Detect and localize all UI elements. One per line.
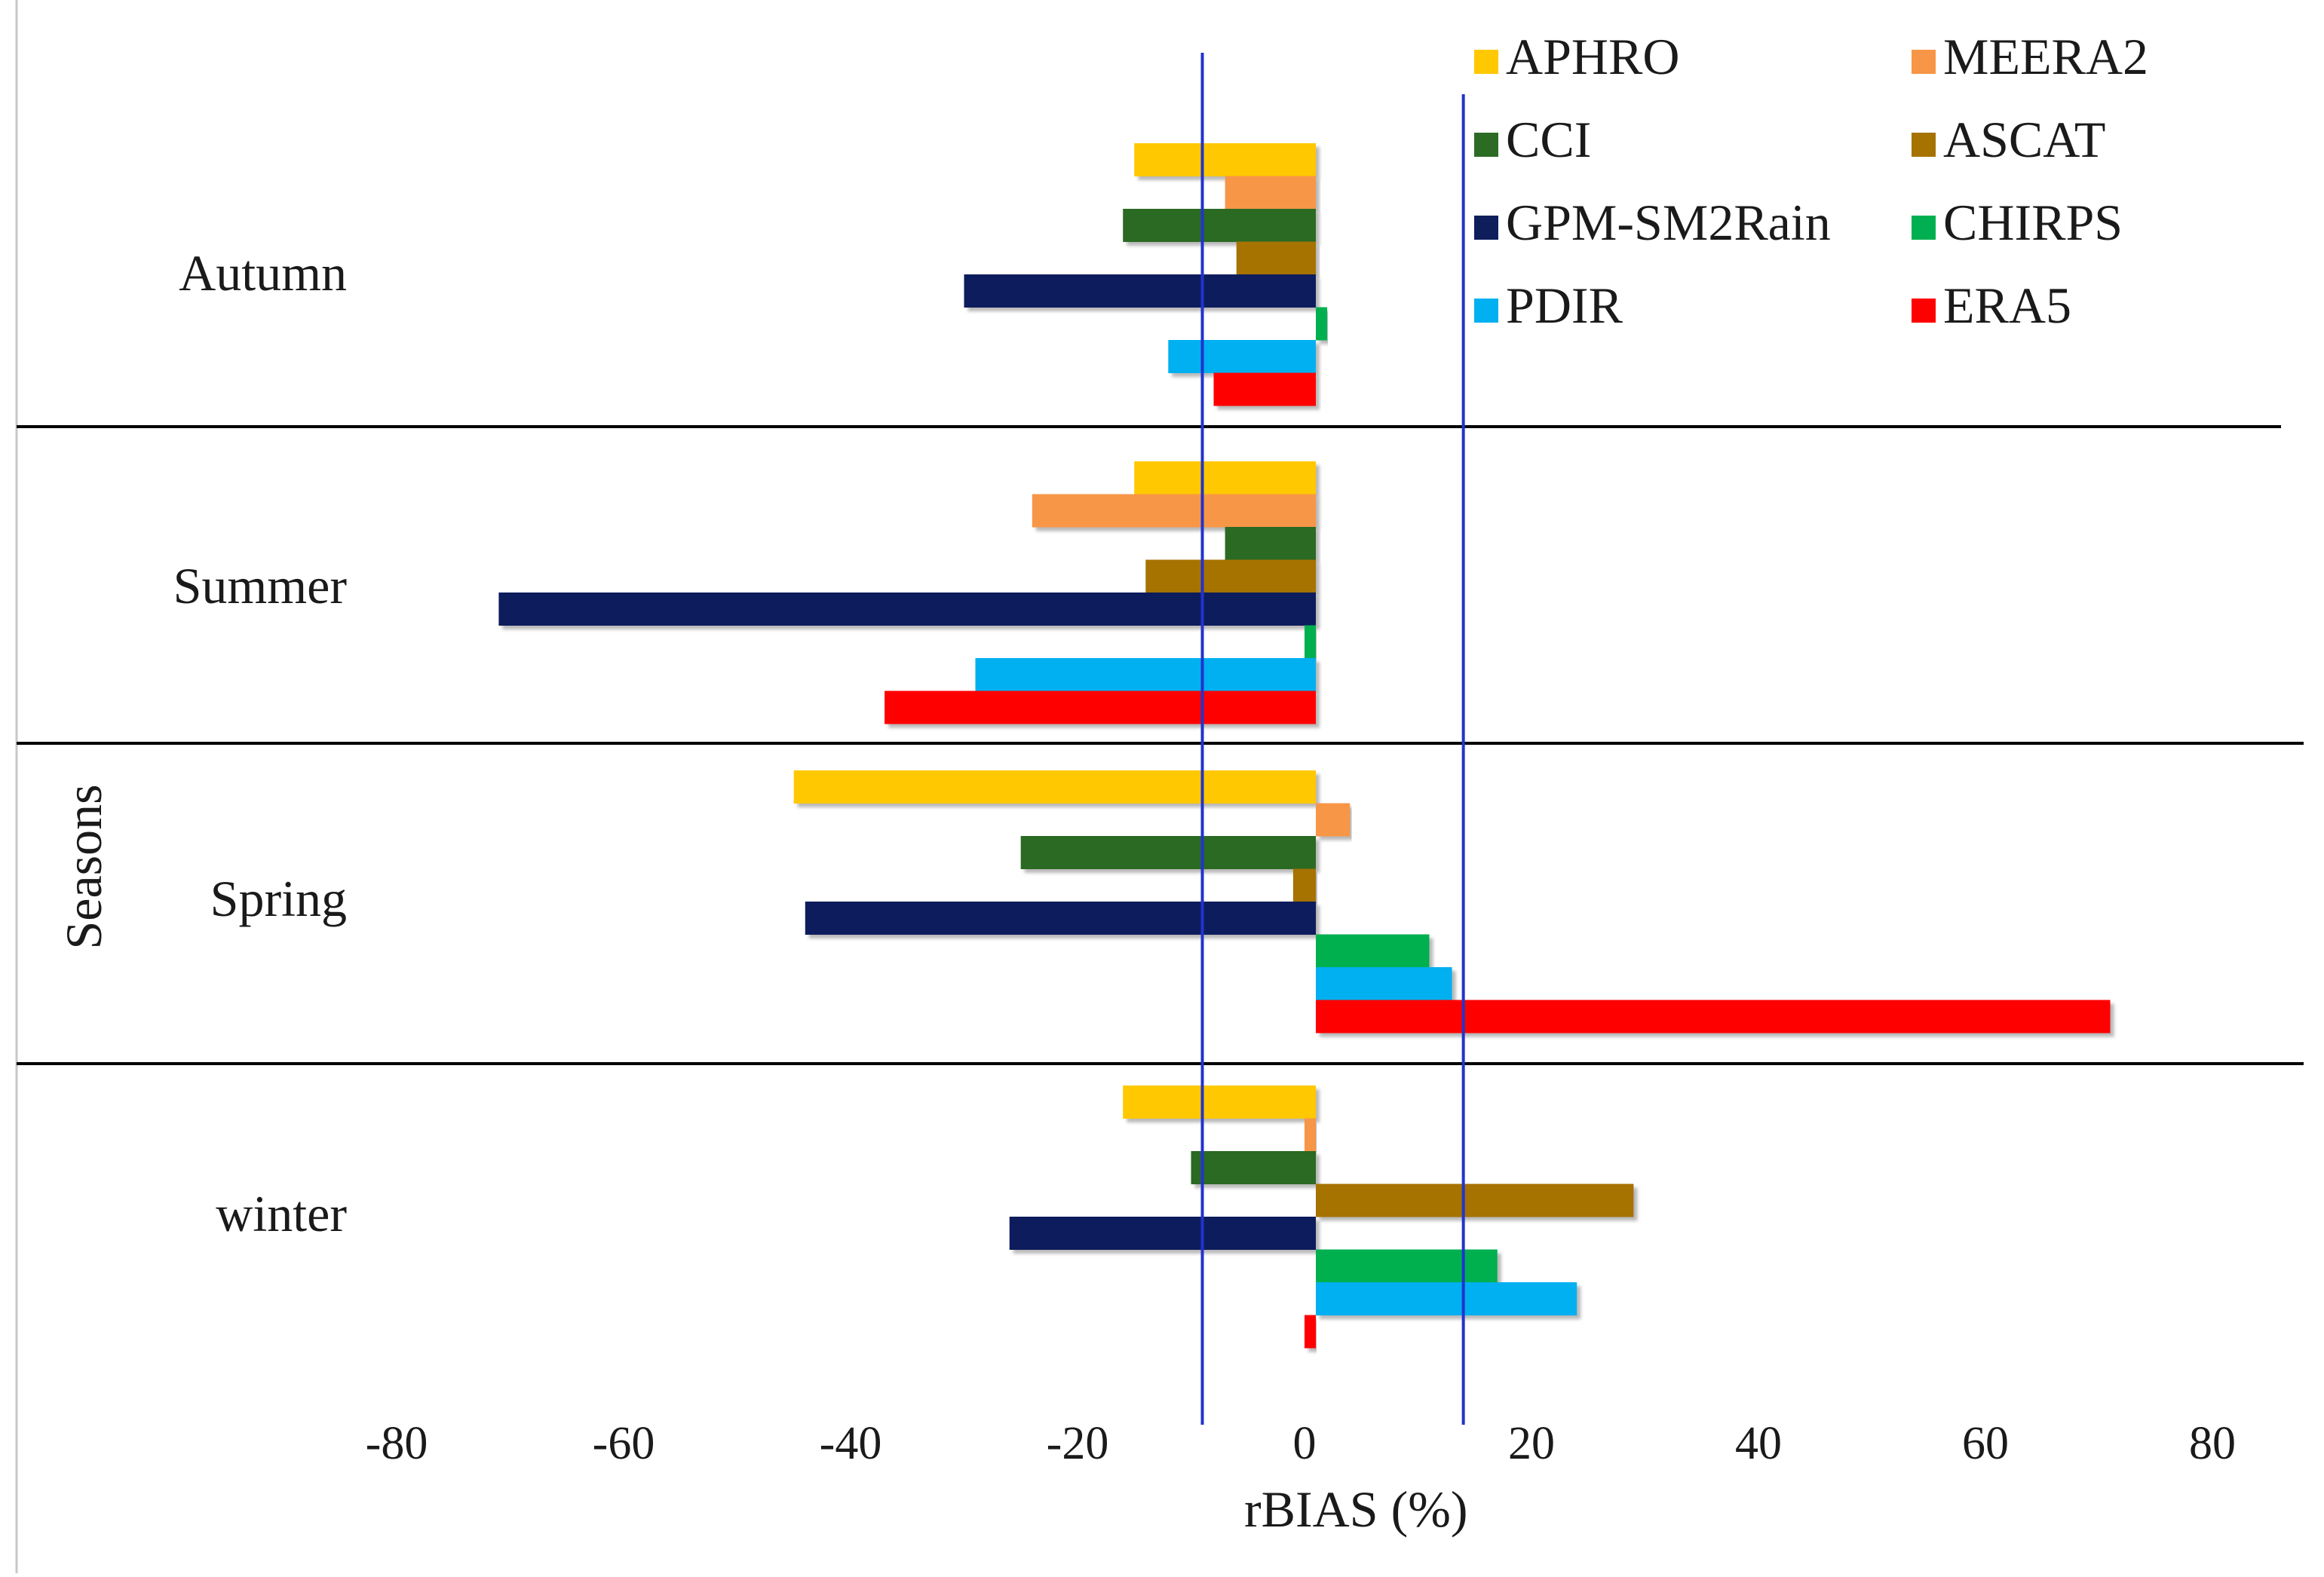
bar-winter-pdir [1316,1282,1577,1315]
legend-label: APHRO [1506,28,1680,85]
x-tick-label: 60 [1962,1418,2009,1469]
category-label: Summer [173,557,348,614]
bar-autumn-gpm-sm2rain [964,274,1316,308]
x-tick-label: -40 [820,1418,882,1469]
bar-spring-cci [1020,836,1316,869]
legend-label: PDIR [1506,277,1623,334]
bar-autumn-aphro [1134,143,1316,176]
bar-autumn-chirps [1316,307,1327,341]
bar-spring-era5 [1316,1000,2111,1033]
legend-label: MEERA2 [1943,28,2148,85]
legend-swatch [1474,133,1498,157]
bar-summer-meera2 [1032,494,1317,528]
legend-item: APHRO [1474,28,1680,85]
bar-spring-pdir [1316,967,1452,1000]
legend-label: GPM-SM2Rain [1506,194,1831,251]
legend-swatch [1912,216,1936,240]
category-label: Autumn [179,244,347,302]
legend-swatch [1912,299,1936,323]
legend-swatch [1474,50,1498,74]
legend-label: ASCAT [1943,111,2105,168]
legend-label: CHIRPS [1943,194,2123,251]
reference-lines-layer [1200,53,1465,1425]
legend-label: ERA5 [1943,277,2071,334]
legend-item: ERA5 [1912,277,2071,334]
bar-summer-chirps [1305,625,1316,659]
x-tick-label: 80 [2189,1418,2236,1469]
bar-winter-aphro [1123,1086,1316,1119]
legend-swatch [1912,50,1936,74]
x-tick-label: -20 [1047,1418,1109,1469]
legend-item: CHIRPS [1912,194,2123,251]
bar-winter-ascat [1316,1184,1634,1217]
x-tick-labels-layer: -80 -60 -40 -20 0 20 40 60 80 [366,1418,2236,1469]
legend-item: ASCAT [1912,111,2105,168]
bar-winter-cci [1191,1151,1316,1184]
legend-swatch [1912,133,1936,157]
bar-winter-meera2 [1305,1118,1316,1152]
bar-spring-ascat [1292,868,1316,902]
bar-autumn-ascat [1236,241,1316,275]
x-axis-title: rBIAS (%) [1244,1481,1468,1538]
bar-spring-gpm-sm2rain [805,902,1317,935]
legend-item: GPM-SM2Rain [1474,194,1831,251]
x-tick-label: -60 [593,1418,655,1469]
x-tick-label: 20 [1508,1418,1555,1469]
legend: APHRO MEERA2 CCI ASCAT GPM-SM2Rain CHIRPS PDIR… [1474,28,2148,334]
category-label: Spring [210,870,347,927]
bar-autumn-era5 [1213,372,1316,406]
bar-autumn-meera2 [1225,176,1316,210]
bar-autumn-pdir [1168,340,1316,373]
category-label: winter [216,1185,347,1242]
legend-swatch [1474,216,1498,240]
bar-summer-gpm-sm2rain [498,593,1316,626]
y-axis-title: Seasons [55,784,112,949]
legend-item: CCI [1474,111,1591,168]
x-tick-label: 0 [1293,1418,1317,1469]
bar-summer-era5 [885,691,1316,724]
bar-summer-ascat [1145,559,1317,593]
legend-item: MEERA2 [1912,28,2148,85]
bars-layer [498,143,2111,1349]
bar-summer-pdir [975,658,1316,691]
bar-autumn-cci [1123,209,1316,242]
bar-summer-aphro [1134,461,1316,495]
bar-spring-meera2 [1316,803,1351,837]
bar-spring-aphro [793,770,1316,804]
legend-item: PDIR [1474,277,1623,334]
bar-winter-gpm-sm2rain [1009,1217,1316,1250]
x-tick-label: -80 [366,1418,428,1469]
legend-label: CCI [1506,111,1591,168]
bar-summer-cci [1225,527,1316,560]
bar-winter-chirps [1316,1249,1498,1283]
legend-swatch [1474,299,1498,323]
category-labels-layer: Autumn Summer Spring winter [173,244,348,1242]
x-tick-label: 40 [1735,1418,1782,1469]
bar-winter-era5 [1305,1315,1316,1349]
bar-spring-chirps [1316,934,1430,968]
